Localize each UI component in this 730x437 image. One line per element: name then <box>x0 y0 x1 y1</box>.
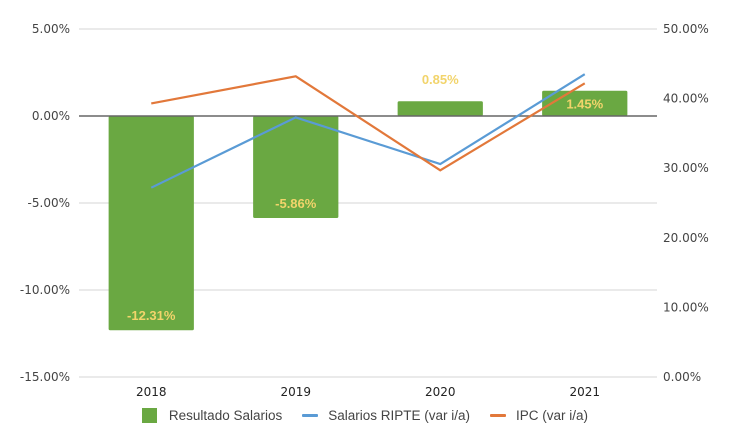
data-labels: -12.31% -5.86% 0.85% 1.45% <box>127 72 604 323</box>
left-tick-label: -15.00% <box>20 370 70 384</box>
line-ipc-var-i-a- <box>151 75 586 172</box>
legend-item-salarios-ripte[interactable]: Salarios RIPTE (var i/a) <box>302 408 470 423</box>
data-label-2021: 1.45% <box>566 96 603 111</box>
legend-swatch-bar <box>141 408 157 423</box>
legend-label: Resultado Salarios <box>168 408 283 423</box>
line-salarios-ripte-var-i-a- <box>150 73 586 189</box>
bar-2020 <box>397 101 483 116</box>
right-tick-label: 0.00% <box>663 370 701 384</box>
left-tick-label: 0.00% <box>32 109 70 123</box>
right-tick-label: 30.00% <box>663 161 709 175</box>
x-tick-label: 2021 <box>569 385 600 399</box>
right-tick-label: 10.00% <box>663 300 709 314</box>
x-axis: 2018 2019 2020 2021 <box>136 385 600 399</box>
right-axis: 50.00% 40.00% 30.00% 20.00% 10.00% 0.00% <box>663 22 709 384</box>
left-tick-label: 5.00% <box>32 22 70 36</box>
legend-swatch-line <box>302 414 319 417</box>
legend-label: Salarios RIPTE (var i/a) <box>328 408 471 423</box>
bar-series <box>108 90 628 331</box>
right-tick-label: 20.00% <box>663 231 709 245</box>
legend-swatch-line <box>490 414 507 417</box>
data-label-2018: -12.31% <box>127 308 176 323</box>
legend-item-resultado-salarios[interactable]: Resultado Salarios <box>141 408 283 423</box>
bar-2019 <box>253 116 339 218</box>
bar-2018 <box>108 116 194 331</box>
line-series <box>150 73 586 189</box>
right-tick-label: 40.00% <box>663 92 709 106</box>
x-tick-label: 2019 <box>280 385 311 399</box>
legend-label: IPC (var i/a) <box>516 408 589 423</box>
left-tick-label: -5.00% <box>28 196 70 210</box>
x-tick-label: 2018 <box>136 385 167 399</box>
legend-item-ipc[interactable]: IPC (var i/a) <box>490 408 588 423</box>
legend: Resultado Salarios Salarios RIPTE (var i… <box>0 408 730 423</box>
x-tick-label: 2020 <box>425 385 456 399</box>
left-tick-label: -10.00% <box>20 283 70 297</box>
data-label-2019: -5.86% <box>275 196 317 211</box>
right-tick-label: 50.00% <box>663 22 709 36</box>
left-axis: 5.00% 0.00% -5.00% -10.00% -15.00% <box>20 22 70 384</box>
data-label-2020: 0.85% <box>422 72 459 87</box>
